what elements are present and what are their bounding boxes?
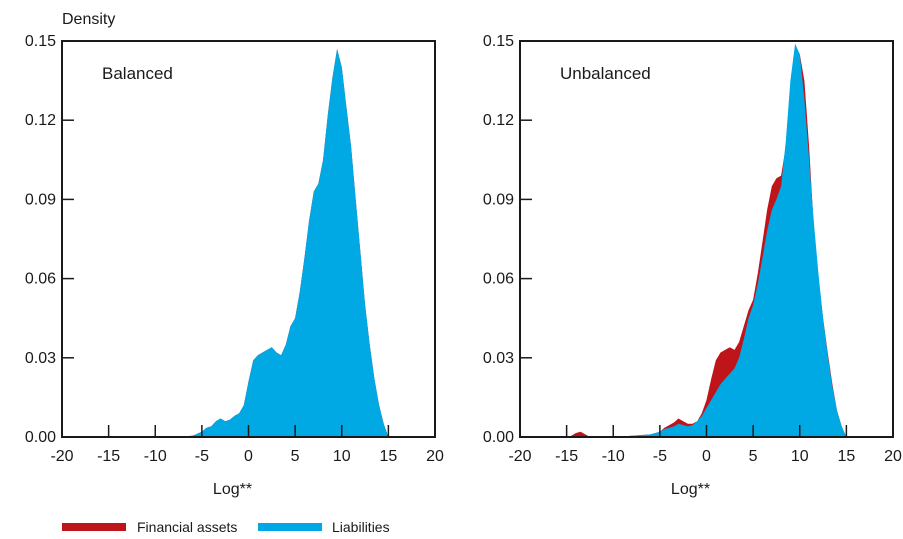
y-tick-label: 0.03 <box>25 350 56 367</box>
legend-item-liabilities: Liabilities <box>258 519 390 535</box>
y-axis-title: Density <box>62 11 115 28</box>
panel-label: Balanced <box>102 64 173 83</box>
y-tick-label: 0.06 <box>483 271 514 288</box>
legend-swatch-liabilities <box>258 523 322 531</box>
x-tick-label: 10 <box>333 448 351 465</box>
x-tick-label: 15 <box>379 448 397 465</box>
x-tick-label: -10 <box>144 448 167 465</box>
x-tick-label: -15 <box>97 448 120 465</box>
y-tick-label: 0.15 <box>483 33 514 50</box>
x-tick-label: 0 <box>244 448 253 465</box>
area-liabilities <box>520 43 847 437</box>
plot-frame <box>61 40 436 438</box>
x-tick-label: -15 <box>555 448 578 465</box>
y-tick-label: 0.12 <box>483 112 514 129</box>
x-tick-label: -10 <box>602 448 625 465</box>
x-tick-label: 0 <box>702 448 711 465</box>
x-tick-label: 5 <box>291 448 300 465</box>
legend: Financial assets Liabilities <box>62 519 390 535</box>
x-tick-label: 20 <box>426 448 444 465</box>
area-liabilities <box>173 48 389 438</box>
x-tick-label: -5 <box>195 448 209 465</box>
panel-label: Unbalanced <box>560 64 651 83</box>
plot-frame <box>519 40 894 438</box>
x-tick-label: 15 <box>837 448 855 465</box>
panel-unbalanced: -20 -15 -10 -5 0 5 10 15 20 0.00 0.03 0.06 0.09 0.12 0… <box>483 33 902 498</box>
y-tick-label: 0.09 <box>25 191 56 208</box>
y-tick-label: 0.06 <box>25 271 56 288</box>
x-axis-title: Log** <box>213 481 252 498</box>
x-tick-label: -20 <box>508 448 531 465</box>
x-tick-label: 10 <box>791 448 809 465</box>
legend-swatch-financial-assets <box>62 523 126 531</box>
legend-item-financial-assets: Financial assets <box>62 519 237 535</box>
x-tick-label: 5 <box>749 448 758 465</box>
y-tick-label: 0.00 <box>25 429 56 446</box>
legend-label-liabilities: Liabilities <box>332 519 390 535</box>
y-tick-label: 0.09 <box>483 191 514 208</box>
x-axis-title: Log** <box>671 481 710 498</box>
x-tick-label: -5 <box>653 448 667 465</box>
y-tick-label: 0.12 <box>25 112 56 129</box>
panel-balanced: -20 -15 -10 -5 0 5 10 15 20 0.00 0.03 0.06 0.09 0.12 0… <box>25 33 444 498</box>
y-tick-label: 0.15 <box>25 33 56 50</box>
y-tick-label: 0.00 <box>483 429 514 446</box>
x-tick-label: 20 <box>884 448 902 465</box>
y-tick-label: 0.03 <box>483 350 514 367</box>
legend-label-financial-assets: Financial assets <box>137 519 237 535</box>
x-tick-label: -20 <box>50 448 73 465</box>
